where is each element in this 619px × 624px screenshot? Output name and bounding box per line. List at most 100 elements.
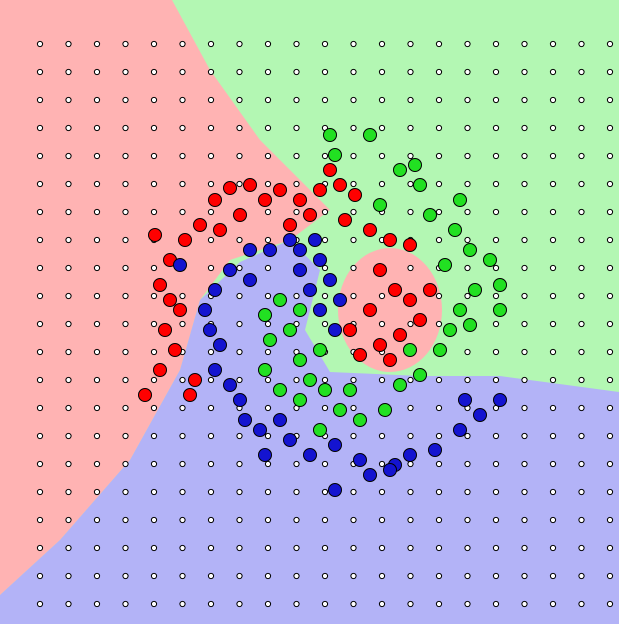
grid-dot: [207, 236, 215, 244]
grid-dot: [122, 96, 129, 104]
grid-dot: [36, 544, 44, 552]
grid-dot: [378, 40, 386, 48]
grid-dot: [207, 264, 215, 272]
grid-dot: [407, 488, 414, 496]
data-point: [413, 368, 427, 382]
grid-dot: [65, 152, 72, 160]
grid-dot: [293, 152, 300, 160]
grid-dot: [350, 40, 357, 48]
data-point: [483, 253, 497, 267]
grid-dot: [492, 264, 500, 272]
data-point: [403, 238, 417, 252]
data-point: [293, 393, 307, 407]
data-point: [408, 158, 422, 172]
grid-dot: [236, 96, 243, 104]
grid-dot: [407, 460, 414, 468]
grid-dot: [578, 600, 585, 608]
grid-dot: [321, 376, 329, 384]
data-point: [323, 273, 337, 287]
grid-dot: [93, 572, 101, 580]
grid-dot: [606, 292, 614, 300]
grid-dot: [464, 348, 471, 356]
grid-dot: [150, 320, 158, 328]
data-point: [153, 278, 167, 292]
data-point: [293, 263, 307, 277]
grid-dot: [606, 404, 614, 412]
data-point: [188, 373, 202, 387]
grid-dot: [407, 600, 414, 608]
grid-dot: [293, 292, 300, 300]
grid-dot: [578, 460, 585, 468]
data-point: [293, 193, 307, 207]
grid-dot: [549, 460, 557, 468]
grid-dot: [207, 152, 215, 160]
grid-dot: [122, 320, 129, 328]
grid-dot: [236, 320, 243, 328]
grid-dot: [36, 600, 44, 608]
data-point: [343, 383, 357, 397]
grid-dot: [549, 432, 557, 440]
grid-dot: [407, 264, 414, 272]
grid-dot: [264, 292, 272, 300]
grid-dot: [606, 236, 614, 244]
grid-dot: [549, 152, 557, 160]
grid-dot: [378, 488, 386, 496]
grid-dot: [378, 544, 386, 552]
data-point: [313, 183, 327, 197]
grid-dot: [350, 96, 357, 104]
data-point: [273, 413, 287, 427]
grid-dot: [93, 236, 101, 244]
grid-dot: [65, 180, 72, 188]
grid-dot: [65, 600, 72, 608]
grid-dot: [122, 40, 129, 48]
grid-dot: [122, 208, 129, 216]
grid-dot: [549, 348, 557, 356]
data-point: [463, 318, 477, 332]
grid-dot: [606, 124, 614, 132]
grid-dot: [549, 40, 557, 48]
grid-dot: [378, 292, 386, 300]
grid-dot: [264, 96, 272, 104]
grid-dot: [93, 600, 101, 608]
grid-dot: [521, 264, 528, 272]
grid-dot: [578, 544, 585, 552]
data-point: [373, 198, 387, 212]
grid-dot: [93, 208, 101, 216]
grid-dot: [293, 180, 300, 188]
grid-dot: [207, 600, 215, 608]
data-point: [433, 343, 447, 357]
data-point: [413, 178, 427, 192]
grid-dot: [435, 96, 443, 104]
data-point: [283, 233, 297, 247]
grid-dot: [207, 348, 215, 356]
grid-dot: [492, 600, 500, 608]
grid-dot: [578, 292, 585, 300]
grid-dot: [122, 516, 129, 524]
grid-dot: [236, 40, 243, 48]
grid-dot: [549, 208, 557, 216]
data-point: [263, 243, 277, 257]
grid-dot: [207, 516, 215, 524]
grid-dot: [36, 236, 44, 244]
grid-dot: [606, 544, 614, 552]
grid-dot: [236, 264, 243, 272]
grid-dot: [464, 460, 471, 468]
data-point: [373, 263, 387, 277]
grid-dot: [264, 348, 272, 356]
grid-dot: [93, 264, 101, 272]
grid-dot: [93, 460, 101, 468]
grid-dot: [264, 432, 272, 440]
grid-dot: [321, 264, 329, 272]
grid-dot: [207, 572, 215, 580]
grid-dot: [65, 96, 72, 104]
data-point: [323, 163, 337, 177]
grid-dot: [521, 208, 528, 216]
data-point: [338, 213, 352, 227]
grid-dot: [122, 432, 129, 440]
grid-dot: [464, 96, 471, 104]
grid-dot: [93, 292, 101, 300]
grid-dot: [93, 320, 101, 328]
data-point: [428, 443, 442, 457]
grid-dot: [179, 432, 186, 440]
